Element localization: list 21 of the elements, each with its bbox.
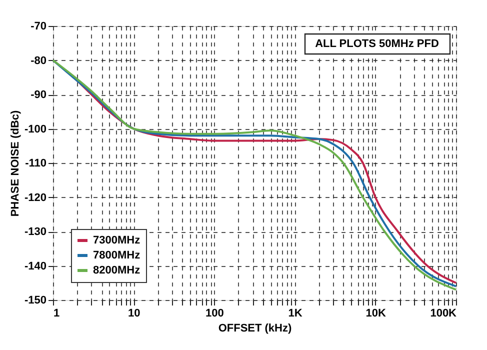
y-tick-label: -130 (24, 226, 46, 238)
x-axis-title: OFFSET (kHz) (218, 322, 292, 334)
annotation: ALL PLOTS 50MHz PFD (315, 38, 439, 50)
y-tick-label: -120 (24, 192, 46, 204)
legend-label: 7300MHz (93, 234, 141, 246)
y-tick-label: -100 (24, 123, 46, 136)
y-tick-label: -90 (30, 89, 46, 101)
x-tick-label: 100K (430, 308, 457, 320)
legend-label: 8200MHz (93, 264, 141, 276)
y-tick-label: -150 (24, 294, 46, 306)
y-tick-label: -80 (30, 54, 46, 67)
legend-label: 7800MHz (93, 250, 141, 262)
y-tick-label: -140 (24, 260, 46, 272)
x-tick-label: 1 (54, 308, 60, 320)
y-tick-label: -70 (30, 20, 46, 32)
x-tick-label: 10K (366, 308, 386, 320)
y-tick-label: -110 (25, 158, 46, 170)
x-tick-label: 100 (206, 308, 224, 320)
x-tick-label: 10 (128, 308, 140, 320)
y-axis-title: PHASE NOISE (dBc) (9, 110, 22, 217)
x-tick-label: 1K (288, 308, 302, 320)
